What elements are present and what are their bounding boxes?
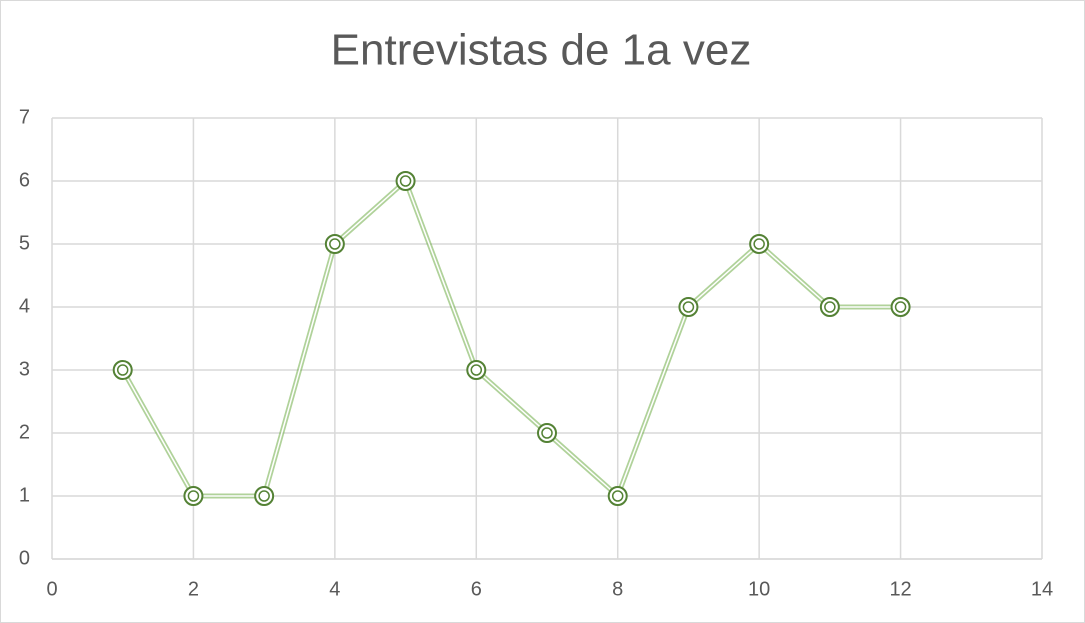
marker-inner (824, 301, 836, 313)
marker-inner (753, 238, 765, 250)
x-tick-label: 4 (329, 578, 340, 600)
marker-outer (254, 486, 275, 506)
y-tick-label: 7 (19, 106, 30, 128)
series-line-inner (122, 180, 901, 497)
marker-outer (395, 171, 416, 191)
y-tick-label: 6 (19, 169, 30, 191)
marker-inner (399, 175, 412, 187)
marker-outer (537, 423, 557, 443)
x-tick-label: 12 (889, 578, 911, 600)
marker-inner (611, 490, 624, 502)
marker-outer (183, 486, 204, 506)
x-tick-label: 6 (471, 578, 482, 600)
marker-outer (678, 297, 699, 317)
marker-inner (541, 427, 553, 439)
marker-outer (112, 360, 133, 380)
y-tick-label: 4 (19, 295, 30, 317)
y-tick-label: 1 (19, 484, 30, 506)
marker-inner (682, 301, 695, 313)
marker-outer (749, 234, 770, 254)
marker-inner (116, 364, 129, 376)
marker-inner (894, 301, 907, 313)
marker-outer (890, 297, 911, 317)
x-tick-label: 8 (612, 578, 623, 600)
x-tick-label: 10 (748, 578, 770, 600)
y-tick-label: 5 (19, 232, 30, 254)
y-tick-label: 2 (19, 421, 30, 443)
chart-title: Entrevistas de 1a vez (331, 26, 752, 75)
marker-outer (466, 360, 487, 380)
x-tick-label: 14 (1031, 578, 1053, 600)
marker-outer (819, 297, 840, 317)
y-tick-label: 3 (19, 358, 30, 380)
marker-inner (329, 238, 341, 250)
x-tick-label: 2 (188, 578, 199, 600)
x-tick-label: 0 (46, 578, 57, 600)
marker-outer (324, 234, 345, 254)
marker-outer (607, 486, 628, 506)
marker-inner (470, 364, 483, 376)
marker-inner (258, 490, 270, 502)
marker-inner (187, 490, 200, 502)
y-tick-label: 0 (19, 547, 30, 569)
